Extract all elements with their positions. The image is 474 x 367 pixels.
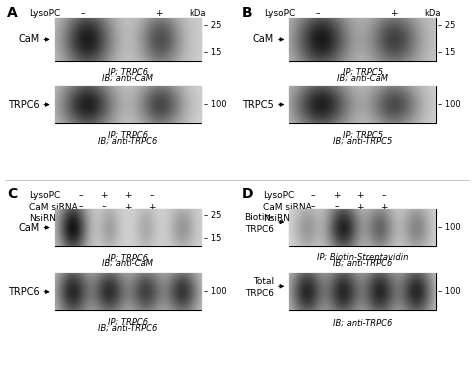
- Bar: [55, 86, 201, 123]
- Text: D: D: [242, 187, 253, 201]
- Text: NsiRNA: NsiRNA: [263, 214, 296, 223]
- Text: CaM: CaM: [18, 34, 39, 44]
- Text: LysoPC: LysoPC: [263, 191, 294, 200]
- Text: TRPC6: TRPC6: [8, 287, 39, 297]
- Text: –: –: [102, 203, 107, 212]
- Text: IP; TRPC5: IP; TRPC5: [343, 130, 383, 139]
- Text: –: –: [358, 214, 363, 223]
- Bar: [55, 209, 201, 246]
- Text: – 100: – 100: [204, 100, 227, 109]
- Text: CaM: CaM: [18, 222, 39, 233]
- Text: kDa: kDa: [173, 214, 190, 223]
- Text: – 100: – 100: [204, 287, 227, 296]
- Text: +: +: [309, 214, 317, 223]
- Text: –: –: [149, 191, 154, 200]
- Text: IB; anti-CaM: IB; anti-CaM: [337, 74, 388, 83]
- Text: TRPC5: TRPC5: [242, 99, 274, 110]
- Text: TRPC6: TRPC6: [8, 99, 39, 110]
- Text: –: –: [334, 203, 339, 212]
- Text: A: A: [7, 6, 18, 19]
- Text: NsiRNA: NsiRNA: [29, 214, 63, 223]
- Text: +: +: [333, 191, 340, 200]
- Text: kDa: kDa: [405, 214, 422, 223]
- Text: kDa: kDa: [190, 9, 206, 18]
- Text: LysoPC: LysoPC: [29, 191, 61, 200]
- Text: – 15: – 15: [438, 48, 456, 57]
- Text: IB; anti-TRPC6: IB; anti-TRPC6: [333, 259, 392, 268]
- Text: Biotin-: Biotin-: [245, 213, 274, 222]
- Text: C: C: [7, 187, 18, 201]
- Text: +: +: [100, 214, 108, 223]
- Text: +: +: [333, 214, 340, 223]
- Text: IB; anti-CaM: IB; anti-CaM: [102, 259, 154, 268]
- Text: +: +: [77, 214, 84, 223]
- Text: IB; anti-TRPC5: IB; anti-TRPC5: [333, 136, 392, 145]
- Text: IB; anti-TRPC6: IB; anti-TRPC6: [98, 323, 158, 333]
- Text: +: +: [356, 191, 364, 200]
- Text: –: –: [78, 203, 83, 212]
- Text: LysoPC: LysoPC: [29, 9, 61, 18]
- Text: –: –: [382, 214, 386, 223]
- Text: Total: Total: [253, 277, 274, 286]
- Text: IP; TRPC6: IP; TRPC6: [108, 253, 148, 262]
- Bar: [289, 273, 436, 310]
- Text: – 25: – 25: [438, 21, 456, 30]
- Text: IP; TRPC6: IP; TRPC6: [108, 68, 148, 77]
- Text: CaM siRNA: CaM siRNA: [29, 203, 78, 212]
- Text: IB; anti-TRPC6: IB; anti-TRPC6: [98, 136, 158, 145]
- Text: TRPC6: TRPC6: [245, 225, 274, 234]
- Text: +: +: [390, 9, 397, 18]
- Text: +: +: [100, 191, 108, 200]
- Text: +: +: [124, 203, 132, 212]
- Text: IP; TRPC5: IP; TRPC5: [343, 68, 383, 77]
- Text: CaM siRNA: CaM siRNA: [263, 203, 312, 212]
- Text: – 100: – 100: [438, 100, 461, 109]
- Text: +: +: [356, 203, 364, 212]
- Bar: [55, 18, 201, 61]
- Text: – 25: – 25: [204, 21, 221, 30]
- Text: –: –: [149, 214, 154, 223]
- Text: –: –: [81, 9, 85, 18]
- Bar: [55, 273, 201, 310]
- Text: –: –: [78, 191, 83, 200]
- Text: IP; Biotin-Streptavidin: IP; Biotin-Streptavidin: [317, 253, 408, 262]
- Text: TRPC6: TRPC6: [245, 289, 274, 298]
- Bar: [289, 86, 436, 123]
- Text: IB; anti-CaM: IB; anti-CaM: [102, 74, 154, 83]
- Text: IP; TRPC6: IP; TRPC6: [108, 317, 148, 327]
- Text: – 25: – 25: [204, 211, 221, 220]
- Text: B: B: [242, 6, 252, 19]
- Text: IB; anti-TRPC6: IB; anti-TRPC6: [333, 318, 392, 327]
- Text: LysoPC: LysoPC: [264, 9, 296, 18]
- Bar: [289, 209, 436, 246]
- Text: – 100: – 100: [438, 287, 461, 296]
- Text: +: +: [124, 191, 132, 200]
- Text: –: –: [126, 214, 130, 223]
- Text: –: –: [315, 9, 320, 18]
- Text: IP; TRPC6: IP; TRPC6: [108, 130, 148, 139]
- Text: +: +: [148, 203, 155, 212]
- Text: –: –: [310, 191, 315, 200]
- Text: kDa: kDa: [424, 9, 441, 18]
- Text: – 15: – 15: [204, 48, 221, 57]
- Text: –: –: [310, 203, 315, 212]
- Text: CaM: CaM: [253, 34, 274, 44]
- Text: +: +: [380, 203, 388, 212]
- Bar: [289, 18, 436, 61]
- Text: – 100: – 100: [438, 223, 461, 232]
- Text: –: –: [382, 191, 386, 200]
- Text: +: +: [155, 9, 163, 18]
- Text: – 15: – 15: [204, 234, 221, 243]
